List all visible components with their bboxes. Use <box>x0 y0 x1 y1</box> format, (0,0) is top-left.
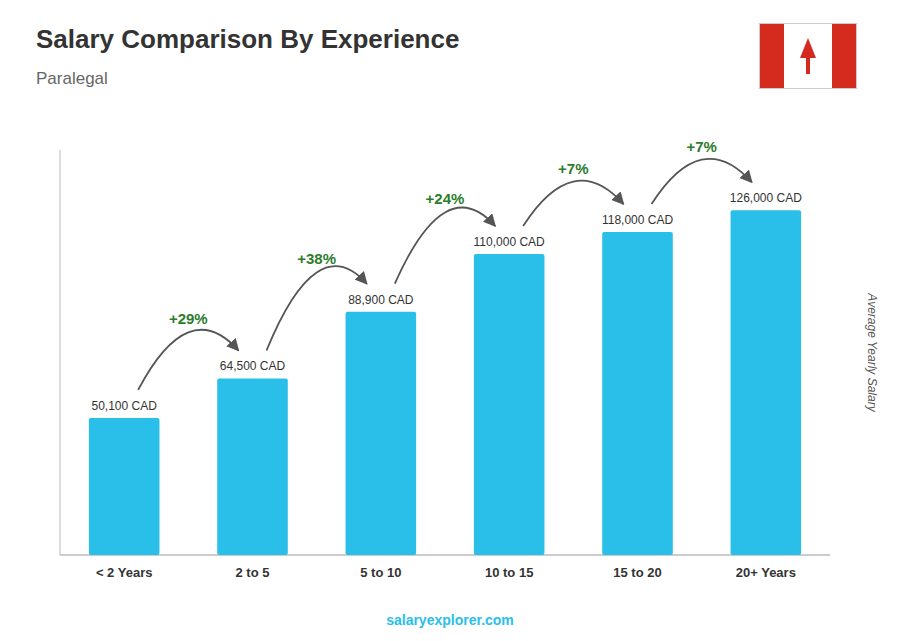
bar <box>346 312 417 555</box>
subtitle: Paralegal <box>36 69 108 88</box>
change-arrow <box>523 181 623 226</box>
bar <box>89 418 160 555</box>
data-label: 126,000 CAD <box>730 191 802 205</box>
change-arrow <box>138 330 238 390</box>
y-axis-label: Average Yearly Salary <box>865 292 879 412</box>
data-label: 50,100 CAD <box>91 399 157 413</box>
change-label: +7% <box>686 138 716 155</box>
data-label: 64,500 CAD <box>220 359 286 373</box>
flag <box>759 23 857 89</box>
bar <box>217 378 288 555</box>
flag-field <box>760 24 856 88</box>
x-tick-label: 20+ Years <box>736 565 796 580</box>
change-label: +38% <box>297 250 336 267</box>
change-arrow <box>267 266 367 350</box>
y-axis-line <box>60 150 61 555</box>
change-arrow <box>652 159 752 204</box>
x-tick-label: 10 to 15 <box>485 565 533 580</box>
change-label: +29% <box>169 310 208 327</box>
change-label: +24% <box>426 190 465 207</box>
chart: Salary Comparison By Experience Paralegal… <box>0 0 900 641</box>
x-tick-label: < 2 Years <box>96 565 153 580</box>
bar <box>602 232 673 555</box>
flag-leaf <box>800 38 816 74</box>
bar <box>731 210 802 555</box>
x-tick-label: 15 to 20 <box>613 565 661 580</box>
title: Salary Comparison By Experience <box>36 24 459 54</box>
x-axis-line <box>60 555 830 556</box>
change-label: +7% <box>558 160 588 177</box>
x-tick-label: 5 to 10 <box>360 565 401 580</box>
x-tick-label: 2 to 5 <box>236 565 270 580</box>
bars <box>89 210 801 555</box>
flag-border <box>759 23 857 89</box>
change-arrow <box>395 208 495 284</box>
flag-stripe <box>832 24 856 88</box>
data-label: 118,000 CAD <box>602 213 673 227</box>
data-label: 110,000 CAD <box>474 235 545 249</box>
data-label: 88,900 CAD <box>348 293 414 307</box>
bar <box>474 254 545 555</box>
footer: salaryexplorer.com <box>386 612 514 628</box>
chart-container: Salary Comparison By Experience Paralegal… <box>0 0 900 641</box>
flag-stripe <box>760 24 784 88</box>
